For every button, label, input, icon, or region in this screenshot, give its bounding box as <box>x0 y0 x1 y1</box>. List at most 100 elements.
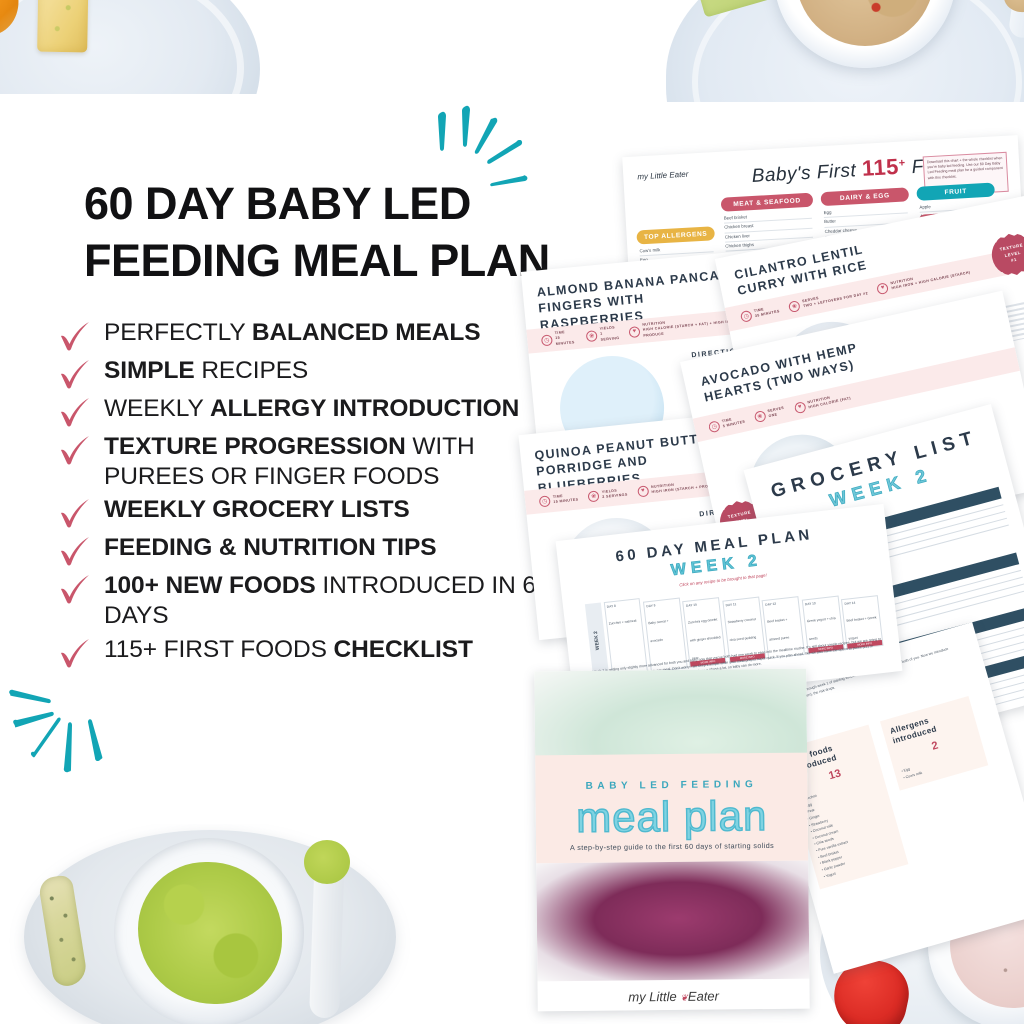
heart-icon: ♥ <box>628 325 641 338</box>
checklist-title-pre: Baby's First <box>751 159 863 188</box>
check-icon <box>61 499 89 528</box>
meal-plan-food: Beef brisket + almond puree <box>767 617 790 642</box>
bowl-icon: ❀ <box>753 409 767 423</box>
logo-post: Eater <box>687 988 720 1004</box>
recipe-meta: ◷ TIME 15 MINUTES <box>538 492 579 507</box>
clock-icon: ◷ <box>707 419 721 433</box>
overview-list: • Zucchini• Egg• Pear• Ginger• Strawberr… <box>801 776 900 880</box>
check-icon <box>61 360 89 389</box>
list-item: WEEKLY ALLERGY INTRODUCTION <box>58 394 558 429</box>
bowl-icon: ❀ <box>585 329 598 342</box>
clock-icon: ◷ <box>540 333 553 346</box>
check-icon <box>58 572 92 606</box>
check-icon <box>61 322 89 351</box>
recipe-meta-text: TIME 35 MINUTES <box>753 307 781 319</box>
photo-top-right-mash-bowl <box>666 0 1024 102</box>
photo-top-left-frittata-plate <box>0 0 260 94</box>
heart-icon: ♥ <box>793 400 807 414</box>
recipe-meta-text: YIELDS 2 SERVINGS <box>601 488 628 500</box>
check-icon <box>58 534 92 568</box>
list-item: 115+ FIRST FOODS CHECKLIST <box>58 635 558 670</box>
mashed-food-shape <box>796 0 934 46</box>
list-item: WEEKLY GROCERY LISTS <box>58 495 558 530</box>
list-item-label: SIMPLE RECIPES <box>104 357 309 384</box>
teal-sunburst-icon <box>9 689 103 773</box>
recipe-meta-text: NUTRITION HIGH CALORIE (FAT) <box>807 395 852 410</box>
list-item: 100+ NEW FOODS INTRODUCED IN 60 DAYS <box>58 571 558 631</box>
plate-rim-shape <box>0 0 244 94</box>
heart-icon: ♥ <box>636 484 649 497</box>
recipe-meta: ❀ YIELDS 2 SERVINGS <box>587 487 628 502</box>
meal-plan-day-label: DAY 10 <box>685 602 697 608</box>
meal-plan-food: Zucchini + oatmeal <box>608 618 637 626</box>
page-title: 60 DAY BABY LED FEEDING MEAL PLAN <box>84 178 550 286</box>
recipe-meta: ♥ NUTRITION HIGH IRON + HIGH CALORIE (STAR… <box>876 265 971 295</box>
recipe-meta-text: TIME 15 MINUTES <box>554 330 575 346</box>
recipe-meta-text: YIELDS 1 SERVING <box>599 325 620 342</box>
check-icon <box>61 638 89 667</box>
list-item-label: 115+ FIRST FOODS CHECKLIST <box>104 635 473 663</box>
recipe-meta-text: TIME 5 MINUTES <box>721 417 746 429</box>
clock-icon: ◷ <box>739 309 753 323</box>
check-icon <box>61 537 89 566</box>
recipe-meta-text: SERVES ONE <box>767 405 785 419</box>
bowl-icon: ❀ <box>587 489 600 502</box>
recipe-meta: ❀ YIELDS 1 SERVING <box>585 325 620 344</box>
recipe-meta: ♥ NUTRITION HIGH CALORIE (FAT) <box>793 391 851 414</box>
recipe-meta: ◷ TIME 15 MINUTES <box>540 330 577 348</box>
recipe-meta-text: SERVES TWO + LEFTOVERS FOR DAY #2 <box>801 291 869 309</box>
list-item-label: WEEKLY ALLERGY INTRODUCTION <box>104 395 520 422</box>
brand-logo: my Little ❦Eater <box>538 988 810 1006</box>
check-icon <box>58 636 92 670</box>
check-icon <box>58 319 92 353</box>
teal-sunburst-icon <box>438 105 528 187</box>
check-icon <box>61 398 89 427</box>
meal-plan-day-label: DAY 13 <box>804 600 816 606</box>
recipe-meta: ◷ TIME 35 MINUTES <box>739 304 781 323</box>
list-item-label: PERFECTLY BALANCED MEALS <box>104 319 481 346</box>
recipe-meta-text: NUTRITION HIGH IRON + HIGH CALORIE (STARC… <box>890 270 971 291</box>
list-item: PERFECTLY BALANCED MEALS <box>58 318 558 353</box>
list-item-label: TEXTURE PROGRESSION WITH PUREES OR FINGE… <box>104 433 475 491</box>
meal-plan-food: Baby cereal + avocado <box>648 618 669 644</box>
recipe-meta: ◷ TIME 5 MINUTES <box>707 414 746 433</box>
check-icon <box>58 433 92 467</box>
meal-plan-day-label: DAY 14 <box>844 600 856 606</box>
meal-plan-day-label: DAY 8 <box>606 603 616 609</box>
list-item-label: WEEKLY GROCERY LISTS <box>104 496 410 524</box>
check-icon <box>61 575 89 604</box>
recipe-meta: ❀ SERVES TWO + LEFTOVERS FOR DAY #2 <box>787 286 869 313</box>
frittata-strip-shape <box>37 0 89 53</box>
meal-plan-day-label: DAY 12 <box>765 601 777 607</box>
check-icon <box>58 395 92 429</box>
recipe-meta: ❀ SERVES ONE <box>753 405 786 423</box>
list-item: FEEDING & NUTRITION TIPS <box>58 533 558 568</box>
cover-title: meal plan <box>575 791 768 842</box>
badge-line-3: #1 <box>1010 257 1018 264</box>
list-item: SIMPLE RECIPES <box>58 356 558 391</box>
heart-icon: ♥ <box>876 281 890 295</box>
spoon-food-shape <box>304 840 350 884</box>
checklist-title-number: 115 <box>861 153 900 181</box>
meal-plan-food: Strawberry coconut chia seed pudding <box>727 617 757 643</box>
meal-plan-food: Beef brisket + Greek yogurt <box>846 615 877 641</box>
meal-plan-day-label: DAY 9 <box>646 602 656 608</box>
clock-icon: ◷ <box>538 494 551 507</box>
product-mockup-stack: my Little Eater Baby's First 115+ Foods … <box>518 128 1024 1018</box>
list-item-label: FEEDING & NUTRITION TIPS <box>104 534 437 562</box>
bowl-icon: ❀ <box>787 299 801 313</box>
photo-bottom-left-avocado-mat <box>0 824 424 1024</box>
list-item: TEXTURE PROGRESSION WITH PUREES OR FINGE… <box>58 432 558 492</box>
list-item-label: 100+ NEW FOODS INTRODUCED IN 60 DAYS <box>104 572 550 630</box>
overview-column-allergens: Allergens introduced 2 • Egg • Cow's milk <box>879 696 989 791</box>
check-icon <box>58 357 92 391</box>
logo-pre: my Little <box>628 988 681 1005</box>
meal-plan-food: Greek yogurt + chia seeds <box>806 616 836 642</box>
bowl-shape <box>114 838 304 1024</box>
cover-photo-bottom <box>536 860 810 982</box>
check-icon <box>58 496 92 530</box>
doc-book-cover[interactable]: BABY LED FEEDING meal plan A step-by-ste… <box>534 668 810 1012</box>
check-icon <box>61 436 89 465</box>
brand-logo: my Little Eater <box>637 169 689 182</box>
